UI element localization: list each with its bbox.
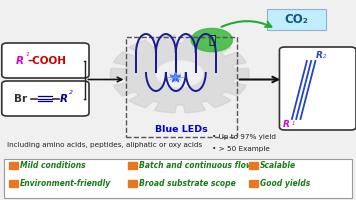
Polygon shape bbox=[110, 35, 249, 113]
FancyBboxPatch shape bbox=[4, 159, 352, 198]
Circle shape bbox=[157, 61, 203, 87]
Text: 2: 2 bbox=[323, 54, 326, 59]
Bar bbox=[128, 162, 137, 169]
Text: R: R bbox=[16, 55, 24, 66]
Text: 1: 1 bbox=[25, 52, 29, 57]
Text: Blue LEDs: Blue LEDs bbox=[155, 125, 208, 134]
Text: Scalable: Scalable bbox=[260, 161, 296, 170]
Circle shape bbox=[191, 28, 232, 52]
Text: Mild conditions: Mild conditions bbox=[20, 161, 85, 170]
Bar bbox=[249, 180, 258, 187]
Text: • > 50 Example: • > 50 Example bbox=[212, 146, 270, 152]
Text: –COOH: –COOH bbox=[28, 55, 67, 66]
Text: • Up to 97% yield: • Up to 97% yield bbox=[212, 134, 276, 140]
Text: 1: 1 bbox=[292, 121, 295, 126]
Text: Good yields: Good yields bbox=[260, 179, 310, 188]
FancyBboxPatch shape bbox=[2, 43, 89, 78]
Text: CO₂: CO₂ bbox=[284, 13, 308, 26]
Text: R: R bbox=[316, 51, 323, 60]
Text: 2: 2 bbox=[69, 90, 73, 95]
FancyBboxPatch shape bbox=[279, 47, 356, 130]
Bar bbox=[128, 180, 137, 187]
Text: 🐸: 🐸 bbox=[208, 33, 216, 46]
Text: Batch and continuous flow: Batch and continuous flow bbox=[139, 161, 253, 170]
Text: Br: Br bbox=[14, 94, 27, 104]
Text: Broad substrate scope: Broad substrate scope bbox=[139, 179, 236, 188]
FancyBboxPatch shape bbox=[2, 81, 89, 116]
Point bbox=[172, 75, 178, 79]
Text: Including amino acids, peptides, aliphatic or oxy acids: Including amino acids, peptides, aliphat… bbox=[7, 142, 202, 148]
Bar bbox=[9, 180, 18, 187]
Text: R: R bbox=[283, 120, 290, 129]
Text: R: R bbox=[60, 94, 68, 104]
FancyBboxPatch shape bbox=[267, 9, 326, 30]
Bar bbox=[249, 162, 258, 169]
Text: Environment-friendly: Environment-friendly bbox=[20, 179, 111, 188]
Bar bbox=[9, 162, 18, 169]
